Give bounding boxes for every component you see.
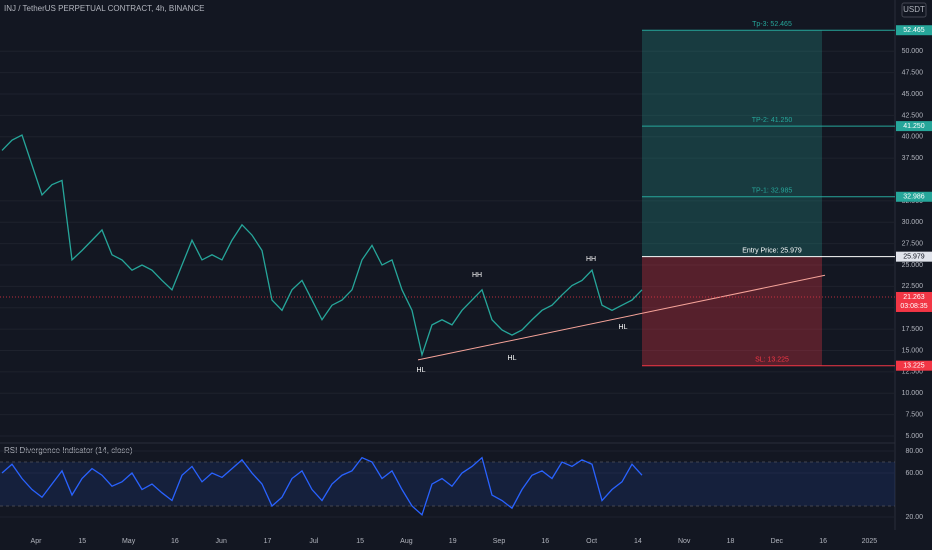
currency-box: [901, 2, 927, 18]
series-line: [1, 134, 643, 358]
loss-zone: [642, 256, 822, 366]
level-label: Entry Price: 25.979: [742, 248, 802, 255]
pivot-label: HL: [508, 355, 517, 362]
y-tick-label: 7.500: [905, 411, 923, 418]
series-line: [1, 456, 643, 516]
x-tick-label: May: [122, 538, 136, 545]
x-tick-label: Dec: [771, 538, 784, 545]
y-tick-label: 50.000: [902, 48, 924, 55]
axis-badge-label: 52.465: [903, 27, 925, 34]
y-tick-label: 47.500: [902, 70, 924, 77]
y-tick-label: 22.500: [902, 283, 924, 290]
x-tick-label: Jul: [309, 538, 318, 545]
pivot-label: HH: [472, 272, 482, 279]
y-tick-label: 40.000: [902, 134, 924, 141]
x-tick-label: 16: [541, 538, 549, 545]
x-tick-label: 16: [819, 538, 827, 545]
y-tick-label: 80.00: [905, 448, 923, 455]
x-tick-label: 2025: [862, 538, 878, 545]
x-tick-label: 18: [727, 538, 735, 545]
x-tick-label: 14: [634, 538, 642, 545]
price-badge: [896, 291, 932, 312]
y-tick-label: 60.00: [905, 470, 923, 477]
y-tick-label: 25.000: [902, 262, 924, 269]
x-tick-label: Oct: [586, 538, 597, 545]
axis-badge: [896, 251, 932, 262]
pivot-label: HL: [619, 324, 628, 331]
level-label: SL: 13.225: [755, 357, 789, 364]
level-label: TP-1: 32.985: [752, 188, 793, 195]
x-tick-label: Apr: [31, 538, 43, 545]
x-tick-label: 15: [356, 538, 364, 545]
countdown: 03:08:35: [900, 303, 927, 310]
axis-badge-label: 32.986: [903, 194, 925, 201]
x-tick-label: Nov: [678, 538, 691, 545]
y-tick-label: 10.000: [902, 390, 924, 397]
y-tick-label: 45.000: [902, 91, 924, 98]
x-tick-label: 19: [449, 538, 457, 545]
axis-badge-label: 25.979: [903, 254, 925, 261]
profit-zone: [642, 30, 822, 257]
axis-badge-label: 41.250: [903, 123, 925, 130]
y-tick-label: 20.00: [905, 514, 923, 521]
y-tick-label: 15.000: [902, 347, 924, 354]
y-tick-label: 12.500: [902, 369, 924, 376]
x-tick-label: Jun: [216, 538, 227, 545]
axis-badge: [896, 360, 932, 371]
x-tick-label: 17: [264, 538, 272, 545]
pivot-label: HH: [586, 256, 596, 263]
rsi-band: [0, 462, 895, 507]
axis-badge: [896, 121, 932, 132]
y-tick-label: 37.500: [902, 155, 924, 162]
currency: USDT: [903, 5, 925, 14]
y-tick-label: 27.500: [902, 240, 924, 247]
x-tick-label: Sep: [493, 538, 506, 545]
x-tick-label: 16: [171, 538, 179, 545]
x-tick-label: Aug: [400, 538, 413, 545]
x-tick-label: 15: [78, 538, 86, 545]
axis-badge: [896, 25, 932, 36]
axis-badge: [896, 191, 932, 202]
chart-title: INJ / TetherUS PERPETUAL CONTRACT, 4h, B…: [4, 4, 205, 13]
level-label: Tp-3: 52.465: [752, 21, 792, 28]
y-tick-label: 5.000: [905, 433, 923, 440]
y-tick-label: 30.000: [902, 219, 924, 226]
price-badge-label: 21.263: [903, 294, 925, 301]
axis-badge-label: 13.225: [903, 363, 925, 370]
y-tick-label: 42.500: [902, 112, 924, 119]
y-tick-label: 17.500: [902, 326, 924, 333]
level-label: TP-2: 41.250: [752, 117, 793, 124]
trendline: [417, 274, 826, 361]
pivot-label: HL: [417, 367, 426, 374]
